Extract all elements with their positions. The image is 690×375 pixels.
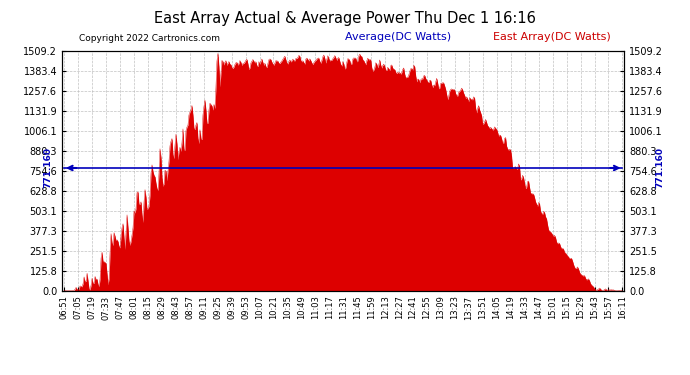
Text: 771.160: 771.160 xyxy=(656,147,664,189)
Text: East Array(DC Watts): East Array(DC Watts) xyxy=(493,32,611,42)
Text: East Array Actual & Average Power Thu Dec 1 16:16: East Array Actual & Average Power Thu De… xyxy=(154,11,536,26)
Text: Copyright 2022 Cartronics.com: Copyright 2022 Cartronics.com xyxy=(79,34,220,43)
Text: Average(DC Watts): Average(DC Watts) xyxy=(345,32,451,42)
Text: 771.160: 771.160 xyxy=(43,147,52,189)
